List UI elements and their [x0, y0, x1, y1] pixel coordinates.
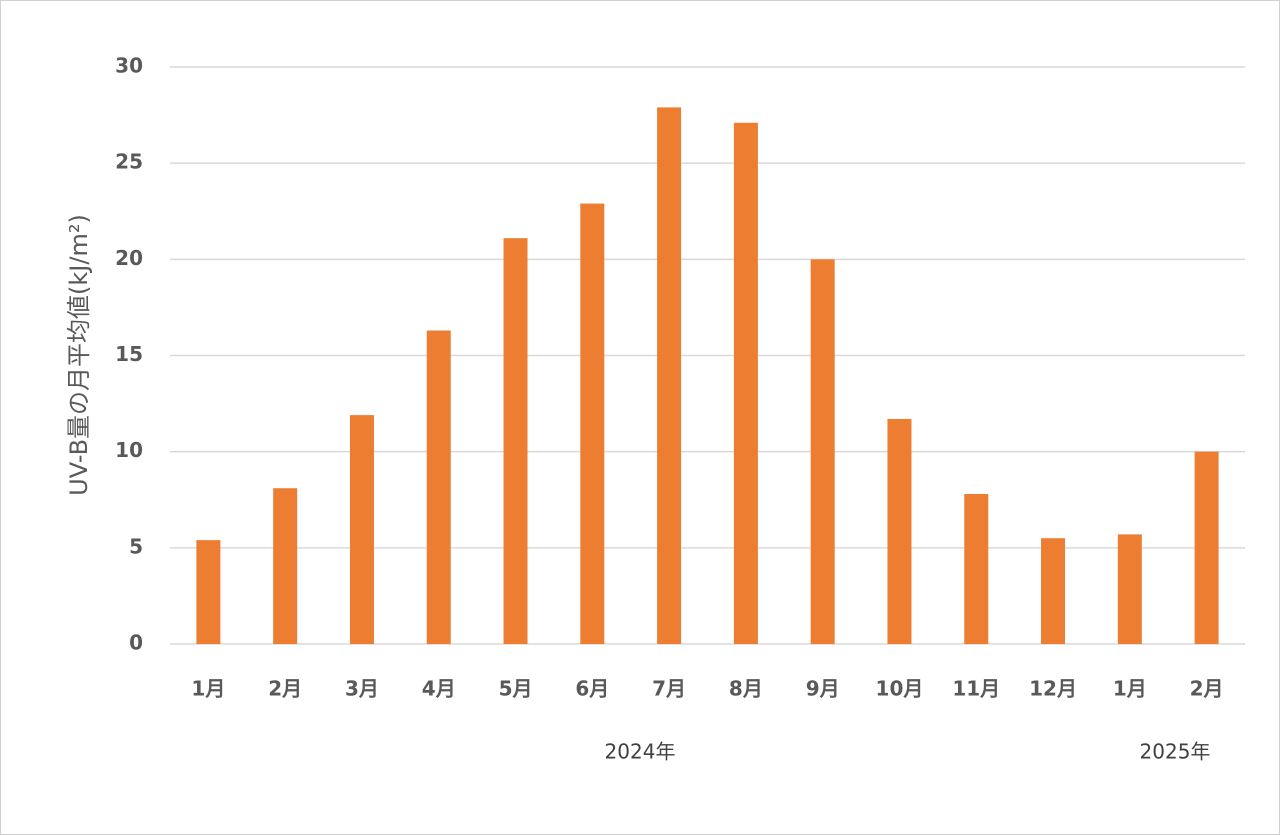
- x-tick-label: 11月: [952, 677, 1000, 701]
- y-axis-label: UV-B量の月平均値(kJ/m²): [65, 214, 93, 496]
- year-label: 2025年: [1140, 740, 1211, 764]
- y-tick-label: 30: [115, 54, 143, 78]
- x-tick-label: 8月: [729, 677, 763, 701]
- x-tick-label: 7月: [652, 677, 686, 701]
- x-tick-label: 1月: [191, 677, 225, 701]
- x-tick-label: 12月: [1029, 677, 1077, 701]
- bar: [887, 418, 912, 644]
- x-tick-label: 1月: [1113, 677, 1147, 701]
- bar: [810, 259, 835, 644]
- x-tick-label: 2月: [268, 677, 302, 701]
- y-tick-label: 0: [129, 631, 143, 655]
- y-tick-label: 10: [115, 438, 143, 462]
- x-tick-label: 5月: [499, 677, 533, 701]
- y-tick-label: 15: [115, 342, 143, 366]
- bar: [1194, 451, 1219, 644]
- x-tick-label: 6月: [575, 677, 609, 701]
- x-tick-label: 4月: [422, 677, 456, 701]
- year-label: 2024年: [605, 740, 676, 764]
- x-tick-label: 2月: [1190, 677, 1224, 701]
- bar: [196, 540, 221, 644]
- bar: [273, 488, 298, 644]
- bar: [580, 203, 605, 644]
- bar: [349, 415, 374, 644]
- bar: [503, 238, 528, 644]
- x-tick-label: 9月: [806, 677, 840, 701]
- bar: [964, 493, 989, 644]
- bar: [733, 122, 758, 644]
- y-tick-label: 5: [129, 534, 143, 558]
- bar: [426, 330, 451, 644]
- y-tick-label: 20: [115, 246, 143, 270]
- bar: [657, 107, 682, 644]
- x-tick-label: 10月: [876, 677, 924, 701]
- y-tick-label: 25: [115, 150, 143, 174]
- x-tick-label: 3月: [345, 677, 379, 701]
- bar: [1117, 534, 1142, 644]
- bar: [1041, 538, 1066, 644]
